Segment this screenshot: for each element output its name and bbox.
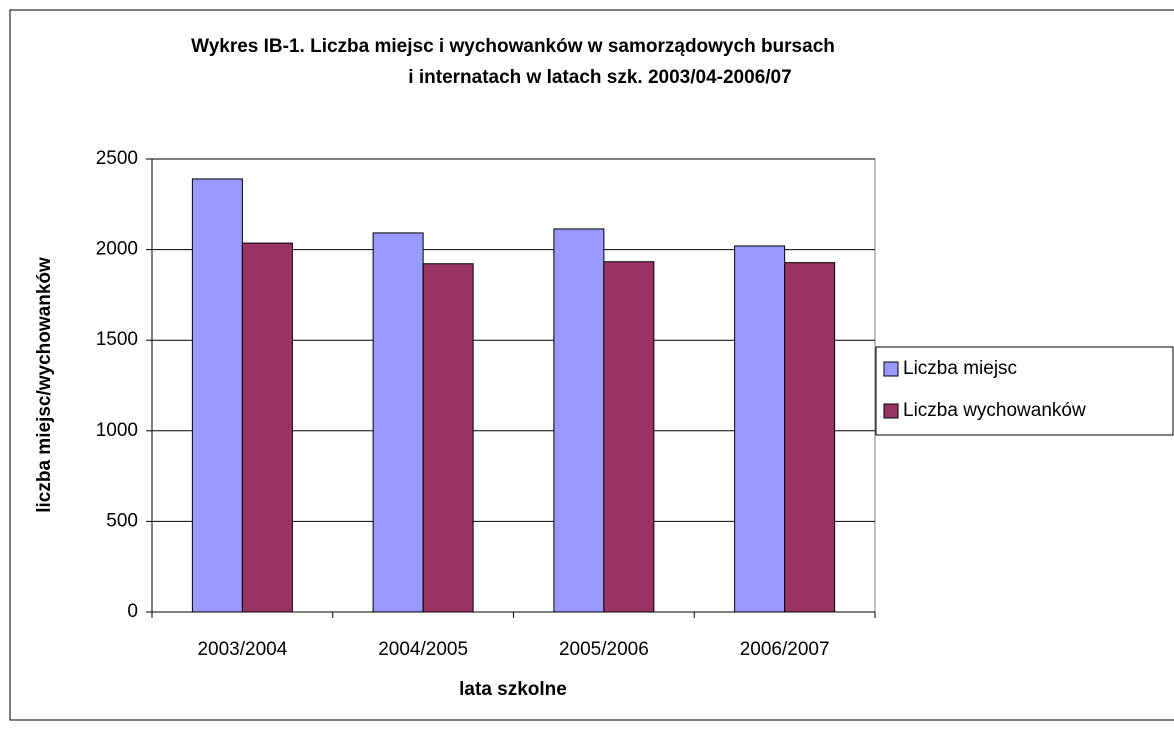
bar xyxy=(603,261,655,613)
y-tick-label: 1500 xyxy=(96,329,138,350)
bar xyxy=(553,228,605,613)
y-tick-label: 2000 xyxy=(96,239,138,260)
bar xyxy=(422,263,474,613)
bar xyxy=(191,178,243,613)
bar xyxy=(372,232,424,613)
chart-title: Wykres IB-1. Liczba miejsc i wychowanków… xyxy=(191,36,835,57)
x-tick-label: 2003/2004 xyxy=(197,639,287,660)
x-tick-label: 2005/2006 xyxy=(559,639,649,660)
x-axis-label: lata szkolne xyxy=(459,679,567,700)
x-tick-label: 2004/2005 xyxy=(378,639,468,660)
y-tick-label: 500 xyxy=(106,510,138,531)
legend-swatch xyxy=(883,361,899,377)
legend-label: Liczba miejsc xyxy=(903,358,1017,379)
legend-box xyxy=(875,346,1174,436)
chart-title: i internatach w latach szk. 2003/04-2006… xyxy=(408,67,791,88)
y-tick-label: 2500 xyxy=(96,148,138,169)
y-axis-label: liczba miejsc/wychowanków xyxy=(34,257,55,513)
bar xyxy=(734,245,786,613)
legend-swatch xyxy=(883,403,899,419)
x-tick-label: 2006/2007 xyxy=(740,639,830,660)
bar xyxy=(241,242,293,613)
bar xyxy=(784,262,836,613)
y-tick-label: 1000 xyxy=(96,420,138,441)
y-tick-label: 0 xyxy=(127,601,138,622)
legend-label: Liczba wychowanków xyxy=(903,400,1086,421)
